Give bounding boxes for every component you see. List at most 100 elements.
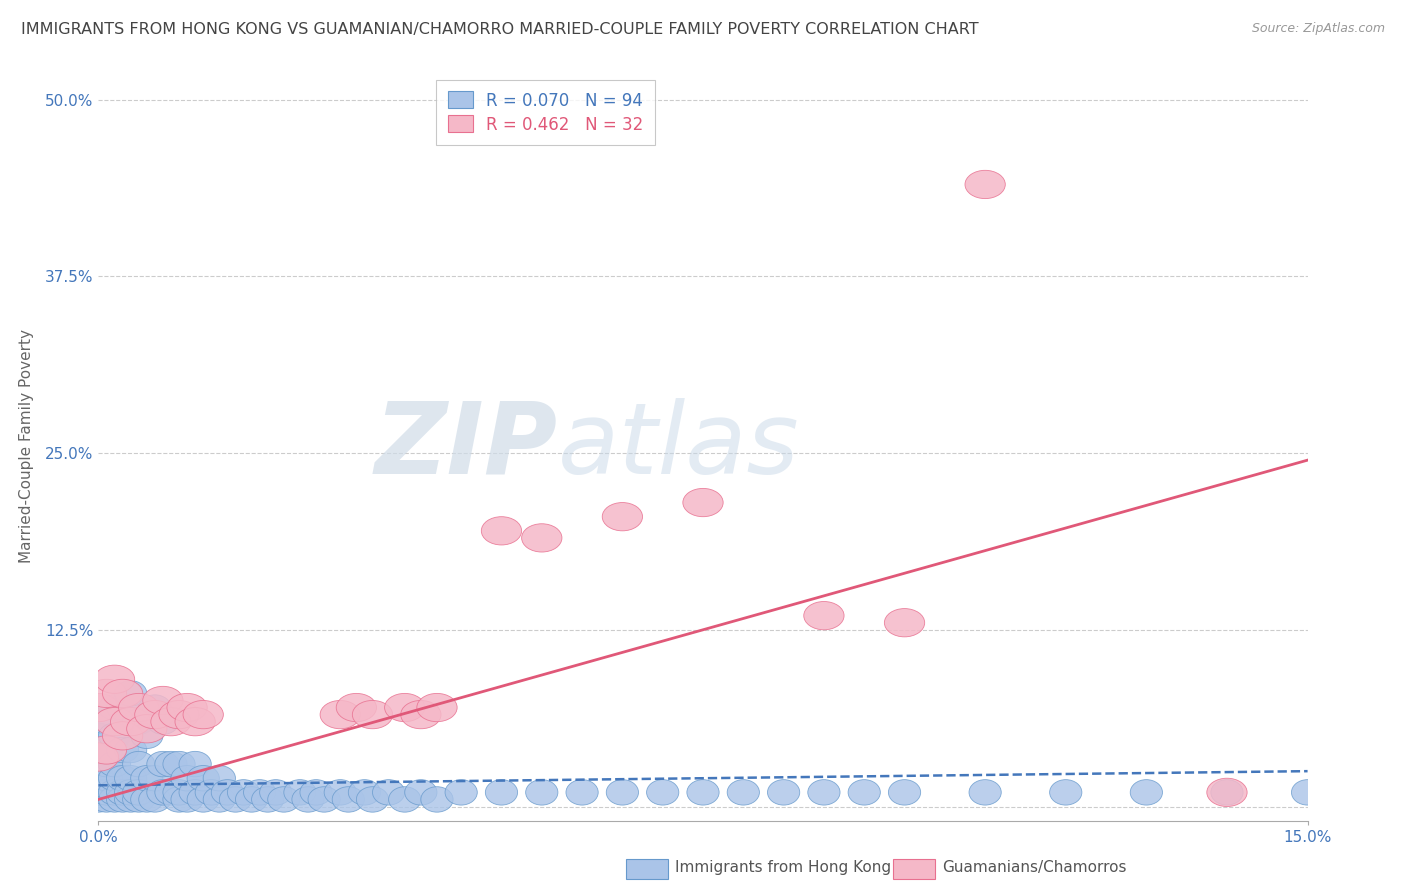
- Ellipse shape: [146, 751, 179, 777]
- Ellipse shape: [103, 680, 143, 707]
- Ellipse shape: [118, 693, 159, 722]
- Ellipse shape: [243, 780, 276, 805]
- Ellipse shape: [86, 736, 127, 764]
- Ellipse shape: [969, 780, 1001, 805]
- Ellipse shape: [83, 787, 114, 812]
- Ellipse shape: [606, 780, 638, 805]
- Ellipse shape: [420, 787, 453, 812]
- Ellipse shape: [83, 765, 114, 791]
- Ellipse shape: [83, 780, 114, 805]
- Ellipse shape: [211, 780, 243, 805]
- Ellipse shape: [172, 787, 204, 812]
- Ellipse shape: [79, 743, 118, 772]
- Ellipse shape: [1292, 780, 1323, 805]
- Ellipse shape: [150, 707, 191, 736]
- Ellipse shape: [114, 765, 146, 791]
- Ellipse shape: [146, 780, 179, 805]
- Ellipse shape: [114, 681, 146, 706]
- Ellipse shape: [114, 737, 146, 763]
- Ellipse shape: [353, 700, 392, 729]
- Ellipse shape: [889, 780, 921, 805]
- Ellipse shape: [267, 787, 299, 812]
- Ellipse shape: [260, 780, 292, 805]
- Ellipse shape: [373, 780, 405, 805]
- Ellipse shape: [98, 765, 131, 791]
- Ellipse shape: [401, 700, 441, 729]
- Ellipse shape: [336, 693, 377, 722]
- Ellipse shape: [155, 780, 187, 805]
- Ellipse shape: [131, 787, 163, 812]
- Ellipse shape: [107, 695, 139, 720]
- Ellipse shape: [131, 765, 163, 791]
- Ellipse shape: [107, 765, 139, 791]
- Ellipse shape: [416, 693, 457, 722]
- Ellipse shape: [114, 780, 146, 805]
- Ellipse shape: [808, 780, 839, 805]
- Ellipse shape: [103, 722, 143, 750]
- Ellipse shape: [163, 751, 195, 777]
- Ellipse shape: [1130, 780, 1163, 805]
- Ellipse shape: [187, 765, 219, 791]
- Ellipse shape: [94, 707, 135, 736]
- Ellipse shape: [174, 707, 215, 736]
- Ellipse shape: [83, 758, 114, 784]
- Ellipse shape: [567, 780, 598, 805]
- Ellipse shape: [90, 751, 122, 777]
- Ellipse shape: [83, 772, 114, 798]
- Ellipse shape: [98, 723, 131, 748]
- Ellipse shape: [195, 780, 228, 805]
- Ellipse shape: [90, 765, 122, 791]
- Ellipse shape: [86, 680, 127, 707]
- Ellipse shape: [446, 780, 477, 805]
- Ellipse shape: [647, 780, 679, 805]
- Ellipse shape: [107, 737, 139, 763]
- Ellipse shape: [332, 787, 364, 812]
- Ellipse shape: [299, 780, 332, 805]
- Ellipse shape: [163, 780, 195, 805]
- Ellipse shape: [485, 780, 517, 805]
- Ellipse shape: [90, 709, 122, 734]
- Ellipse shape: [98, 780, 131, 805]
- Ellipse shape: [356, 787, 388, 812]
- Text: Guamanians/Chamorros: Guamanians/Chamorros: [942, 860, 1126, 874]
- Ellipse shape: [219, 787, 252, 812]
- Ellipse shape: [481, 516, 522, 545]
- Ellipse shape: [107, 787, 139, 812]
- Ellipse shape: [308, 787, 340, 812]
- Ellipse shape: [98, 787, 131, 812]
- Ellipse shape: [90, 780, 122, 805]
- Ellipse shape: [768, 780, 800, 805]
- Ellipse shape: [526, 780, 558, 805]
- Ellipse shape: [98, 695, 131, 720]
- Ellipse shape: [159, 700, 200, 729]
- Ellipse shape: [252, 787, 284, 812]
- Ellipse shape: [688, 780, 718, 805]
- Ellipse shape: [139, 787, 172, 812]
- Y-axis label: Married-Couple Family Poverty: Married-Couple Family Poverty: [18, 329, 34, 563]
- Ellipse shape: [183, 700, 224, 729]
- Ellipse shape: [127, 714, 167, 743]
- Ellipse shape: [139, 695, 172, 720]
- Ellipse shape: [83, 751, 114, 777]
- Ellipse shape: [884, 608, 925, 637]
- Ellipse shape: [90, 772, 122, 798]
- Text: ZIP: ZIP: [375, 398, 558, 494]
- Text: Source: ZipAtlas.com: Source: ZipAtlas.com: [1251, 22, 1385, 36]
- Ellipse shape: [727, 780, 759, 805]
- Ellipse shape: [235, 787, 267, 812]
- Ellipse shape: [122, 751, 155, 777]
- Ellipse shape: [349, 780, 381, 805]
- Ellipse shape: [122, 787, 155, 812]
- Ellipse shape: [602, 502, 643, 531]
- Ellipse shape: [90, 737, 122, 763]
- Ellipse shape: [98, 751, 131, 777]
- Ellipse shape: [388, 787, 420, 812]
- Ellipse shape: [143, 686, 183, 714]
- Ellipse shape: [94, 665, 135, 693]
- Ellipse shape: [163, 787, 195, 812]
- Ellipse shape: [167, 693, 207, 722]
- Ellipse shape: [1206, 778, 1247, 806]
- Ellipse shape: [179, 780, 211, 805]
- Ellipse shape: [522, 524, 562, 552]
- Ellipse shape: [114, 787, 146, 812]
